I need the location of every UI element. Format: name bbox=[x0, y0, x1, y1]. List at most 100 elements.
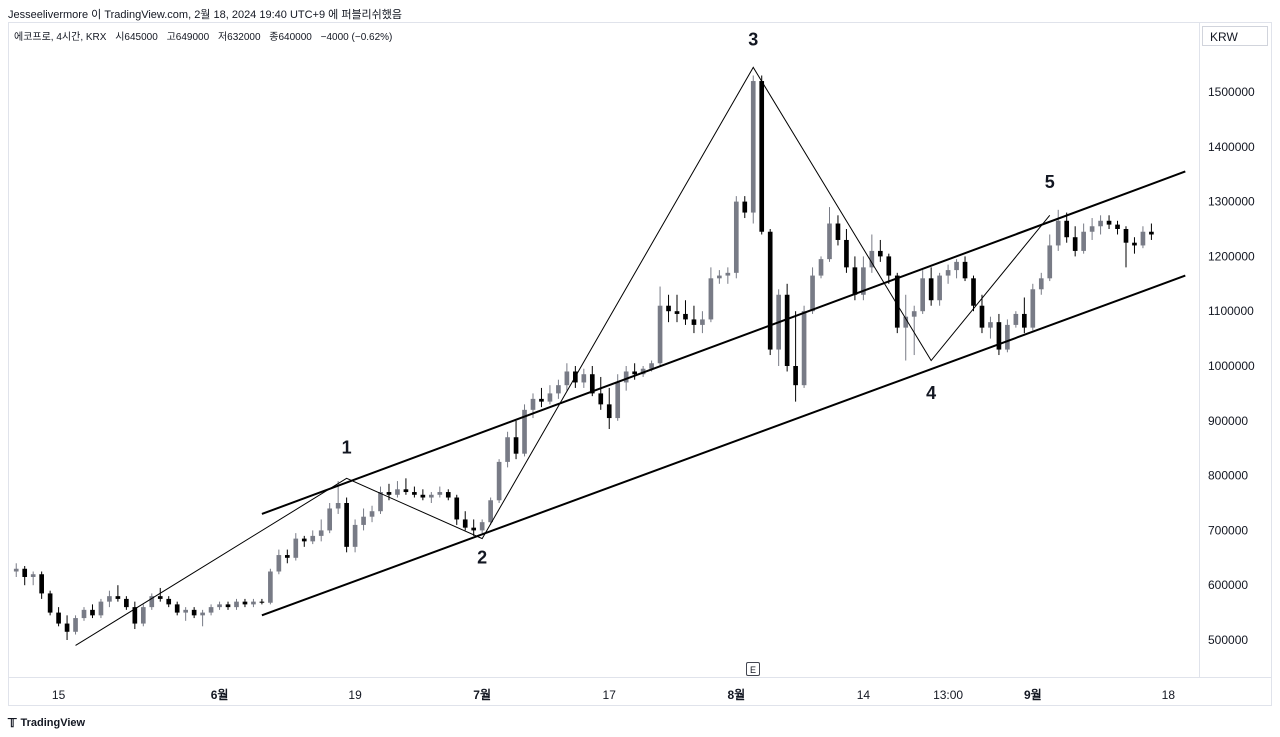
candle-body bbox=[564, 371, 570, 386]
candle-body bbox=[310, 535, 316, 542]
candle-body bbox=[657, 305, 663, 364]
candle-body bbox=[649, 363, 654, 369]
candle-body bbox=[183, 609, 188, 613]
elliott-wave-path bbox=[75, 66, 1051, 646]
candle-body bbox=[1098, 220, 1103, 227]
candle-body bbox=[750, 81, 756, 213]
candle-body bbox=[64, 623, 70, 632]
x-tick-label: 6월 bbox=[211, 687, 229, 702]
y-tick-label: 1300000 bbox=[1208, 195, 1255, 209]
candle-body bbox=[852, 267, 858, 295]
candle-body bbox=[234, 601, 239, 608]
x-tick-label: 13:00 bbox=[933, 688, 963, 702]
candle-body bbox=[13, 568, 19, 572]
candle-body bbox=[1064, 220, 1070, 238]
candle-body bbox=[445, 492, 451, 498]
candle-body bbox=[225, 604, 231, 608]
candle-body bbox=[73, 618, 78, 632]
candle-body bbox=[208, 607, 214, 613]
candle-body bbox=[1123, 229, 1129, 243]
candle-body bbox=[200, 612, 205, 616]
candle-body bbox=[479, 522, 485, 531]
y-tick-label: 1200000 bbox=[1208, 249, 1255, 263]
candle-body bbox=[505, 437, 510, 462]
candle-body bbox=[352, 524, 358, 547]
candle-body bbox=[47, 593, 53, 613]
candle-body bbox=[115, 596, 121, 599]
wave-label: 2 bbox=[477, 547, 487, 567]
candle-body bbox=[793, 366, 798, 386]
candle-body bbox=[1072, 237, 1078, 251]
y-tick-label: 800000 bbox=[1208, 469, 1248, 483]
time-scale[interactable] bbox=[8, 678, 1272, 706]
candle-body bbox=[454, 497, 460, 520]
candle-body bbox=[1047, 245, 1053, 279]
legend-high: 고649000 bbox=[166, 32, 210, 43]
candle-body bbox=[640, 368, 646, 375]
candle-body bbox=[344, 503, 349, 547]
candle-body bbox=[191, 609, 197, 616]
x-tick-label: 19 bbox=[348, 688, 362, 702]
candle-body bbox=[39, 574, 44, 594]
candle-body bbox=[98, 601, 104, 616]
candle-body bbox=[937, 275, 942, 301]
candle-body bbox=[369, 511, 375, 517]
candle-body bbox=[733, 201, 739, 273]
candle-body bbox=[632, 371, 637, 375]
candle-body bbox=[903, 316, 909, 328]
candle-body bbox=[420, 494, 426, 498]
candle-body bbox=[623, 371, 629, 383]
candle-body bbox=[674, 311, 680, 314]
candle-body bbox=[988, 322, 993, 328]
candle-body bbox=[157, 596, 163, 599]
candle-body bbox=[615, 382, 621, 419]
tradingview-brand[interactable]: 𝕋 TradingView bbox=[8, 716, 85, 730]
candle-body bbox=[284, 555, 290, 558]
candle-body bbox=[1038, 278, 1044, 290]
candle-body bbox=[412, 492, 417, 495]
candle-body bbox=[90, 609, 95, 616]
candle-body bbox=[869, 250, 875, 268]
earnings-event-badge[interactable]: E bbox=[746, 662, 760, 676]
candle-body bbox=[920, 278, 926, 312]
price-scale[interactable] bbox=[1200, 22, 1272, 678]
candle-body bbox=[1005, 324, 1010, 350]
candle-body bbox=[589, 374, 595, 394]
lower-channel-line bbox=[261, 274, 1186, 617]
candle-body bbox=[1106, 220, 1112, 225]
candle-body bbox=[996, 322, 1002, 350]
candle-body bbox=[928, 278, 934, 301]
candle-body bbox=[844, 239, 849, 268]
candle-body bbox=[962, 261, 968, 279]
candle-body bbox=[759, 81, 765, 232]
candle-body bbox=[801, 311, 807, 386]
candle-body bbox=[556, 385, 561, 394]
candle-body bbox=[683, 313, 688, 320]
candle-body bbox=[335, 503, 341, 509]
wave-label: 5 bbox=[1045, 172, 1055, 192]
y-tick-label: 700000 bbox=[1208, 523, 1248, 537]
candle-body bbox=[666, 305, 671, 312]
candle-body bbox=[107, 596, 112, 602]
candle-body bbox=[784, 294, 790, 366]
candle-body bbox=[717, 275, 722, 279]
candle-body bbox=[318, 530, 324, 536]
candle-body bbox=[606, 404, 612, 419]
drawings: 1 2 3 4 5 bbox=[75, 29, 1186, 646]
legend-symbol: 에코프로, 4시간, KRX bbox=[14, 32, 107, 43]
candle-body bbox=[547, 393, 553, 402]
candle-body bbox=[539, 398, 544, 402]
candle-body bbox=[81, 609, 87, 619]
candle-body bbox=[522, 409, 527, 454]
y-tick-label: 900000 bbox=[1208, 414, 1248, 428]
chart-frame[interactable] bbox=[8, 22, 1200, 678]
candle-body bbox=[140, 607, 146, 624]
candle-body bbox=[166, 598, 172, 605]
candle-body bbox=[530, 398, 536, 410]
candle-body bbox=[251, 601, 256, 605]
currency-button[interactable]: KRW bbox=[1202, 26, 1268, 46]
candle-body bbox=[742, 201, 748, 213]
symbol-legend: 에코프로, 4시간, KRX 시645000 고649000 저632000 종… bbox=[14, 28, 398, 43]
candle-body bbox=[1013, 313, 1019, 325]
